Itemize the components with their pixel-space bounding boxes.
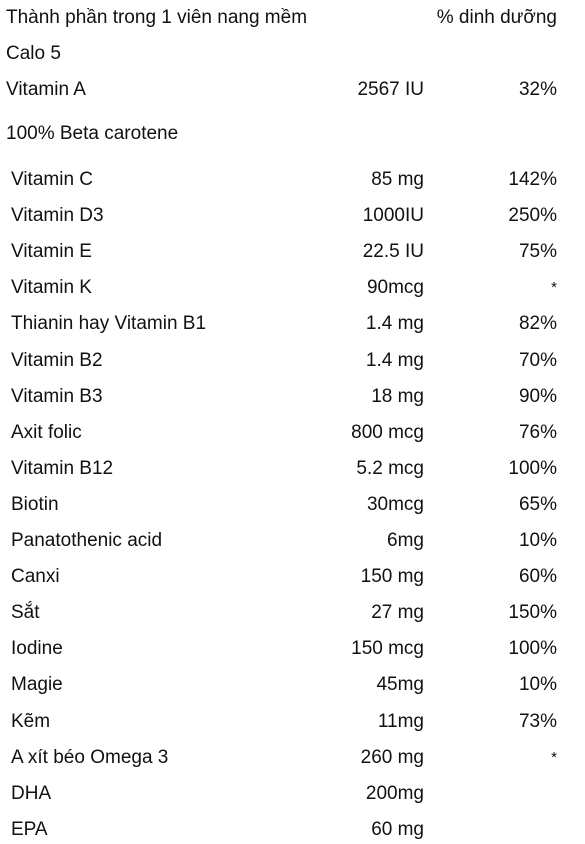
nutrient-percent: * bbox=[551, 749, 557, 766]
vitamin-a-row: Vitamin A 2567 IU 32% bbox=[0, 76, 585, 104]
nutrient-name: Canxi bbox=[11, 566, 60, 587]
table-row: DHA 200mg bbox=[0, 780, 585, 808]
table-row: Kẽm 11mg 73% bbox=[0, 708, 585, 736]
table-row: Vitamin C 85 mg 142% bbox=[0, 166, 585, 194]
table-row: Biotin 30mcg 65% bbox=[0, 491, 585, 519]
beta-carotene-note: 100% Beta carotene bbox=[0, 120, 585, 148]
nutrient-amount: 60 mg bbox=[371, 819, 424, 840]
table-row: Iodine 150 mcg 100% bbox=[0, 635, 585, 663]
nutrient-amount: 6mg bbox=[387, 530, 424, 551]
table-row: Axit folic 800 mcg 76% bbox=[0, 419, 585, 447]
nutrient-percent: 32% bbox=[518, 79, 557, 100]
nutrient-name: Vitamin B2 bbox=[11, 350, 103, 371]
nutrient-name: EPA bbox=[11, 819, 48, 840]
nutrient-percent: 150% bbox=[508, 602, 557, 623]
nutrient-name: Axit folic bbox=[11, 422, 82, 443]
nutrient-amount: 11mg bbox=[377, 711, 424, 732]
nutrient-amount: 1.4 mg bbox=[365, 313, 424, 334]
pct-heading: % dinh dưỡng bbox=[436, 7, 557, 28]
nutrient-percent: 75% bbox=[518, 241, 557, 262]
nutrient-amount: 22.5 IU bbox=[362, 241, 424, 262]
table-row: A xít béo Omega 3 260 mg * bbox=[0, 744, 585, 772]
beta-carotene-label: 100% Beta carotene bbox=[6, 123, 179, 144]
nutrient-amount: 90mcg bbox=[366, 277, 424, 298]
nutrient-name: Vitamin B12 bbox=[11, 458, 114, 479]
nutrient-amount: 260 mg bbox=[360, 747, 424, 768]
nutrient-name: Vitamin A bbox=[6, 79, 86, 100]
nutrient-amount: 800 mcg bbox=[351, 422, 424, 443]
nutrient-percent: 10% bbox=[518, 674, 557, 695]
nutrient-name: Iodine bbox=[11, 638, 63, 659]
nutrient-name: A xít béo Omega 3 bbox=[11, 747, 169, 768]
table-row: Vitamin B12 5.2 mcg 100% bbox=[0, 455, 585, 483]
nutrient-amount: 1000IU bbox=[362, 205, 424, 226]
nutrient-amount: 150 mcg bbox=[351, 638, 424, 659]
nutrient-name: Vitamin D3 bbox=[11, 205, 104, 226]
nutrient-name: Panatothenic acid bbox=[11, 530, 163, 551]
nutrient-percent: 100% bbox=[508, 458, 557, 479]
nutrient-amount: 1.4 mg bbox=[365, 350, 424, 371]
nutrient-name: Sắt bbox=[11, 602, 40, 623]
table-row: Vitamin B3 18 mg 90% bbox=[0, 383, 585, 411]
calories-label: Calo 5 bbox=[6, 43, 61, 64]
nutrient-percent: 65% bbox=[518, 494, 557, 515]
table-row: EPA 60 mg bbox=[0, 816, 585, 844]
nutrient-amount: 45mg bbox=[376, 674, 424, 695]
nutrient-name: Magie bbox=[11, 674, 63, 695]
nutrient-percent: 142% bbox=[508, 169, 557, 190]
nutrient-name: Thianin hay Vitamin B1 bbox=[11, 313, 207, 334]
table-row: Vitamin K 90mcg * bbox=[0, 274, 585, 302]
nutrient-name: Vitamin K bbox=[11, 277, 92, 298]
nutrient-percent: * bbox=[551, 279, 557, 296]
nutrient-percent: 90% bbox=[518, 386, 557, 407]
table-row: Vitamin B2 1.4 mg 70% bbox=[0, 347, 585, 375]
nutrient-amount: 30mcg bbox=[366, 494, 424, 515]
nutrient-percent: 100% bbox=[508, 638, 557, 659]
nutrient-amount: 200mg bbox=[365, 783, 424, 804]
nutrient-percent: 76% bbox=[518, 422, 557, 443]
nutrient-percent: 70% bbox=[518, 350, 557, 371]
nutrient-amount: 2567 IU bbox=[357, 79, 424, 100]
nutrient-name: Vitamin C bbox=[11, 169, 94, 190]
page-title: Thành phần trong 1 viên nang mềm bbox=[6, 7, 308, 28]
table-row: Panatothenic acid 6mg 10% bbox=[0, 527, 585, 555]
calories-row: Calo 5 bbox=[0, 40, 585, 68]
nutrient-name: Vitamin B3 bbox=[11, 386, 103, 407]
nutrient-amount: 5.2 mcg bbox=[356, 458, 424, 479]
table-row: Magie 45mg 10% bbox=[0, 671, 585, 699]
nutrient-name: Biotin bbox=[11, 494, 59, 515]
nutrient-percent: 73% bbox=[518, 711, 557, 732]
table-row: Vitamin E 22.5 IU 75% bbox=[0, 238, 585, 266]
nutrient-percent: 250% bbox=[508, 205, 557, 226]
table-row: Canxi 150 mg 60% bbox=[0, 563, 585, 591]
nutrient-amount: 18 mg bbox=[371, 386, 424, 407]
nutrient-percent: 60% bbox=[518, 566, 557, 587]
nutrient-name: Vitamin E bbox=[11, 241, 92, 262]
nutrient-amount: 85 mg bbox=[371, 169, 424, 190]
nutrient-name: DHA bbox=[11, 783, 52, 804]
nutrient-amount: 150 mg bbox=[360, 566, 424, 587]
nutrient-amount: 27 mg bbox=[371, 602, 424, 623]
table-row: Thianin hay Vitamin B1 1.4 mg 82% bbox=[0, 310, 585, 338]
table-row: Sắt 27 mg 150% bbox=[0, 599, 585, 627]
nutrient-percent: 82% bbox=[518, 313, 557, 334]
table-row: Vitamin D3 1000IU 250% bbox=[0, 202, 585, 230]
nutrient-name: Kẽm bbox=[11, 711, 51, 732]
header-row: Thành phần trong 1 viên nang mềm % dinh … bbox=[0, 4, 585, 32]
nutrient-percent: 10% bbox=[518, 530, 557, 551]
